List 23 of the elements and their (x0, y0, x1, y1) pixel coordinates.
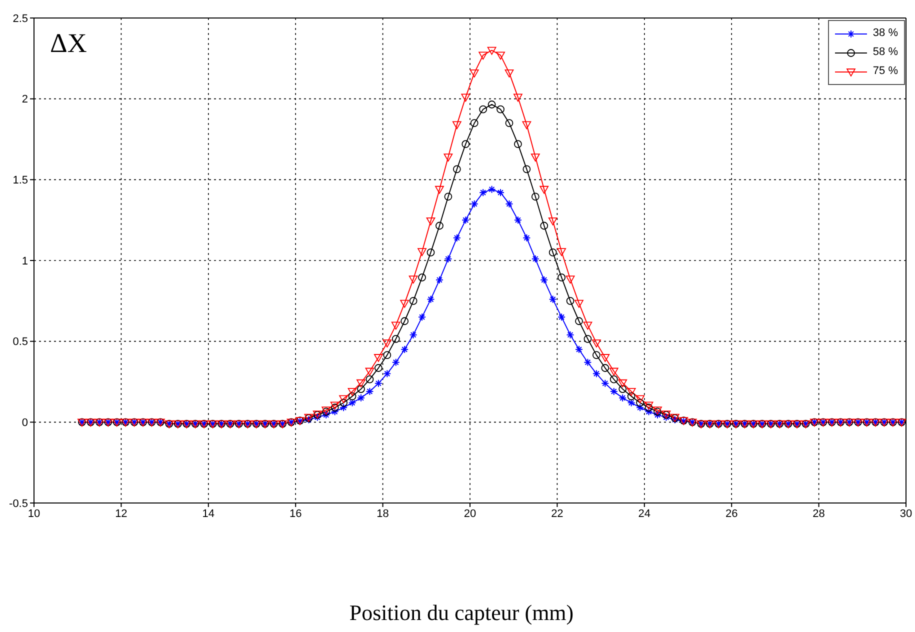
y-tick-label: 1.5 (12, 174, 28, 187)
x-tick-label: 10 (28, 508, 40, 520)
x-tick-label: 24 (638, 508, 651, 520)
x-tick-label: 30 (900, 508, 912, 520)
x-tick-label: 22 (551, 508, 564, 520)
legend-label: 58 % (872, 45, 898, 60)
x-tick-label: 12 (115, 508, 128, 520)
x-tick-label: 26 (725, 508, 738, 520)
y-tick-label: 2.5 (12, 12, 28, 25)
x-tick-label: 18 (376, 508, 389, 520)
x-tick-label: 14 (202, 508, 215, 520)
x-tick-label: 28 (812, 508, 825, 520)
legend-label: 75 % (872, 64, 898, 79)
y-tick-label: 0 (22, 417, 28, 430)
y-axis-title: ΔX (50, 28, 87, 59)
x-axis-title: Position du capteur (mm) (348, 600, 575, 626)
y-tick-label: 0.5 (12, 336, 28, 348)
x-tick-label: 20 (464, 508, 476, 520)
y-tick-label: 1 (22, 255, 28, 268)
y-tick-label: 2 (22, 94, 28, 106)
legend-label: 38 % (872, 26, 898, 41)
y-tick-label: -0.5 (9, 498, 28, 510)
x-tick-label: 16 (289, 508, 302, 520)
